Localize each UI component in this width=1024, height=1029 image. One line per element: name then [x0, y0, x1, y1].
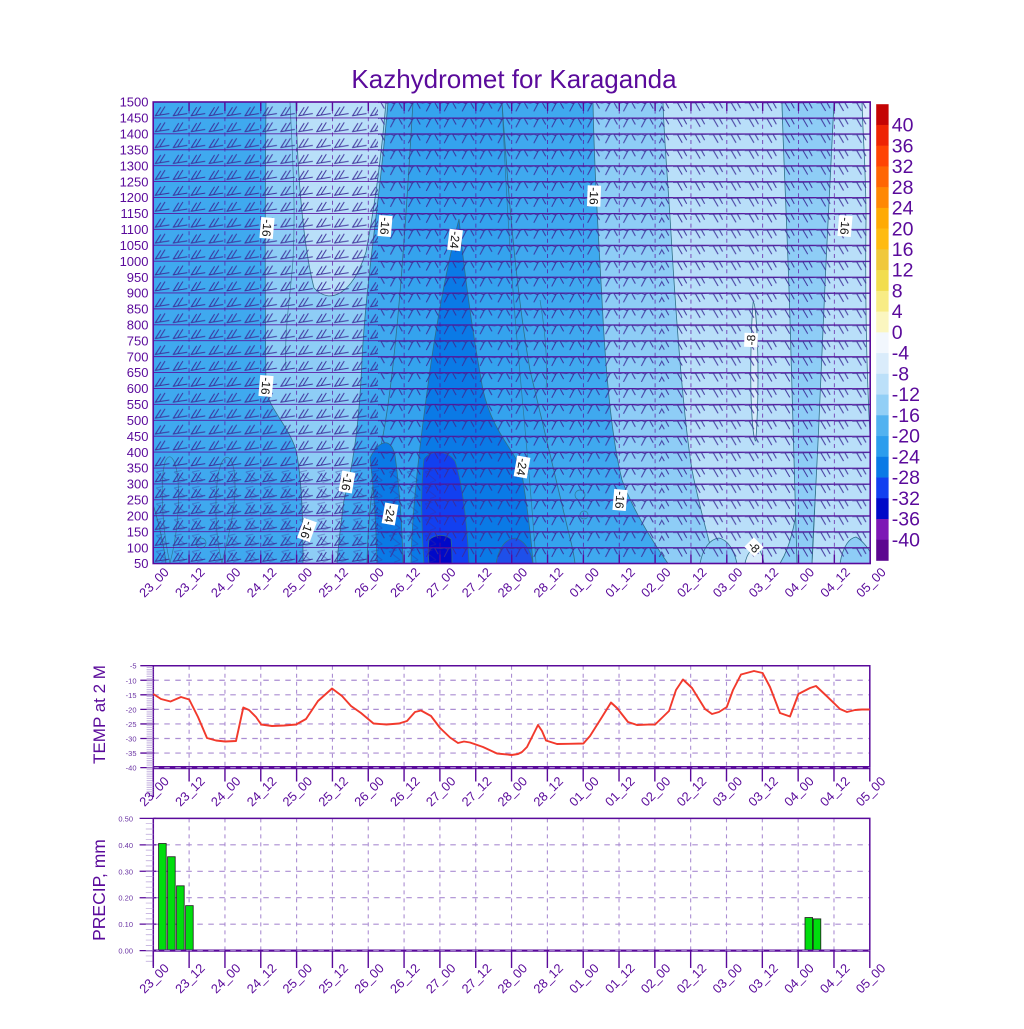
- svg-text:-16: -16: [586, 187, 601, 205]
- svg-text:1300: 1300: [120, 158, 149, 173]
- svg-text:1100: 1100: [121, 222, 149, 237]
- svg-text:20: 20: [892, 218, 914, 240]
- svg-text:100: 100: [127, 540, 149, 555]
- svg-text:-24: -24: [381, 504, 398, 524]
- svg-text:0.50: 0.50: [118, 814, 133, 823]
- svg-text:450: 450: [127, 429, 149, 444]
- svg-text:-5: -5: [130, 662, 137, 671]
- svg-text:-35: -35: [126, 749, 137, 758]
- svg-text:-40: -40: [126, 764, 137, 773]
- svg-text:-12: -12: [892, 384, 920, 406]
- svg-text:-16: -16: [338, 472, 355, 492]
- svg-text:36: 36: [892, 135, 914, 157]
- svg-text:28: 28: [892, 177, 914, 199]
- svg-text:1150: 1150: [121, 206, 149, 221]
- svg-text:-24: -24: [447, 231, 463, 250]
- svg-text:-20: -20: [892, 426, 920, 448]
- svg-text:400: 400: [127, 445, 149, 460]
- svg-text:-16: -16: [837, 217, 852, 236]
- svg-text:1400: 1400: [120, 127, 149, 142]
- svg-text:16: 16: [892, 239, 914, 261]
- svg-text:700: 700: [127, 349, 149, 364]
- svg-text:1350: 1350: [120, 142, 149, 157]
- svg-text:-10: -10: [126, 676, 137, 685]
- svg-text:-8: -8: [744, 334, 758, 345]
- svg-text:-16: -16: [377, 217, 392, 236]
- svg-text:1500: 1500: [120, 95, 149, 110]
- svg-text:8: 8: [892, 280, 903, 302]
- svg-text:1050: 1050: [120, 238, 149, 253]
- svg-text:-16: -16: [258, 377, 273, 396]
- svg-text:-4: -4: [892, 343, 909, 365]
- svg-text:1250: 1250: [120, 174, 149, 189]
- svg-text:-30: -30: [126, 734, 137, 743]
- svg-text:0.40: 0.40: [118, 841, 133, 850]
- svg-text:12: 12: [892, 260, 914, 282]
- svg-text:24: 24: [892, 198, 914, 220]
- svg-text:900: 900: [127, 286, 149, 301]
- svg-text:-8: -8: [892, 363, 909, 385]
- svg-text:1200: 1200: [120, 190, 149, 205]
- svg-text:4: 4: [892, 301, 903, 323]
- svg-text:-25: -25: [126, 720, 137, 729]
- svg-text:-24: -24: [892, 446, 920, 468]
- svg-text:-36: -36: [892, 509, 920, 531]
- svg-text:650: 650: [127, 365, 149, 380]
- svg-text:1000: 1000: [120, 254, 149, 269]
- svg-text:-16: -16: [892, 405, 920, 427]
- svg-text:-15: -15: [126, 691, 137, 700]
- svg-text:800: 800: [127, 317, 149, 332]
- svg-text:500: 500: [127, 413, 149, 428]
- svg-text:750: 750: [127, 333, 149, 348]
- svg-text:Kazhydromet for Karaganda: Kazhydromet for Karaganda: [351, 64, 677, 94]
- svg-text:1450: 1450: [120, 111, 149, 126]
- svg-text:-16: -16: [297, 519, 316, 540]
- svg-text:0: 0: [892, 322, 903, 344]
- svg-text:350: 350: [127, 461, 149, 476]
- svg-text:TEMP at 2 M: TEMP at 2 M: [90, 665, 109, 764]
- svg-text:50: 50: [134, 556, 148, 571]
- svg-text:PRECIP, mm: PRECIP, mm: [89, 839, 109, 941]
- svg-text:32: 32: [892, 156, 914, 178]
- svg-text:-16: -16: [259, 219, 274, 238]
- svg-text:-40: -40: [892, 529, 920, 551]
- svg-text:-28: -28: [892, 467, 920, 489]
- svg-text:40: 40: [892, 115, 914, 137]
- svg-text:0.30: 0.30: [118, 867, 133, 876]
- svg-text:600: 600: [127, 381, 149, 396]
- svg-text:-20: -20: [126, 705, 137, 714]
- svg-text:200: 200: [127, 508, 149, 523]
- svg-text:850: 850: [127, 302, 149, 317]
- svg-text:-24: -24: [513, 457, 530, 477]
- svg-text:0.00: 0.00: [118, 947, 133, 956]
- svg-text:0.10: 0.10: [118, 920, 133, 929]
- svg-text:0.20: 0.20: [118, 894, 133, 903]
- svg-text:550: 550: [127, 397, 149, 412]
- svg-text:300: 300: [127, 477, 149, 492]
- svg-text:950: 950: [127, 270, 149, 285]
- svg-text:150: 150: [127, 524, 149, 539]
- svg-text:-32: -32: [892, 488, 920, 510]
- svg-text:-16: -16: [612, 491, 627, 510]
- svg-text:250: 250: [127, 493, 149, 508]
